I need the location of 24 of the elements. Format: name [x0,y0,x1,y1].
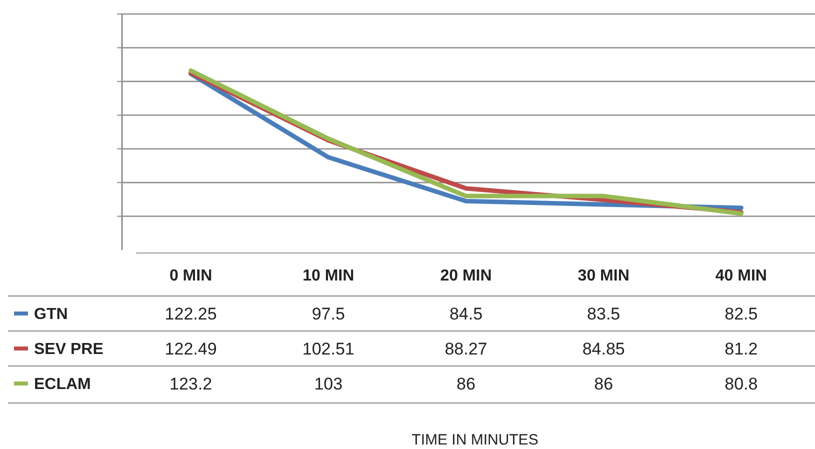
data-label: 84.85 [582,339,625,358]
x-tick-label: 0 MIN [169,268,212,285]
data-label: 97.5 [312,304,345,324]
data-label: 80.8 [724,374,758,394]
data-label: 88.27 [444,339,488,358]
data-label: 86 [456,374,476,394]
legend-label: ECLAM [34,376,91,394]
x-tick-label: 30 MIN [578,268,630,285]
data-label: 84.5 [449,304,483,324]
data-label: 82.5 [724,304,758,324]
x-tick-label: 20 MIN [440,268,492,285]
data-label: 102.51 [302,339,354,358]
legend-label: SEV PRE [34,341,104,358]
data-label: 123.2 [170,374,212,394]
data-label: 83.5 [587,304,620,324]
x-tick-label: 40 MIN [715,268,767,285]
data-label: 81.2 [724,339,758,358]
data-label: 103 [314,374,343,394]
data-label: 86 [594,374,614,394]
x-tick-label: 10 MIN [302,268,354,285]
text: TIME IN MINUTES [412,431,538,448]
data-label: 122.25 [164,304,217,324]
legend-label: GTN [34,306,68,324]
data-label: 122.49 [164,339,217,358]
